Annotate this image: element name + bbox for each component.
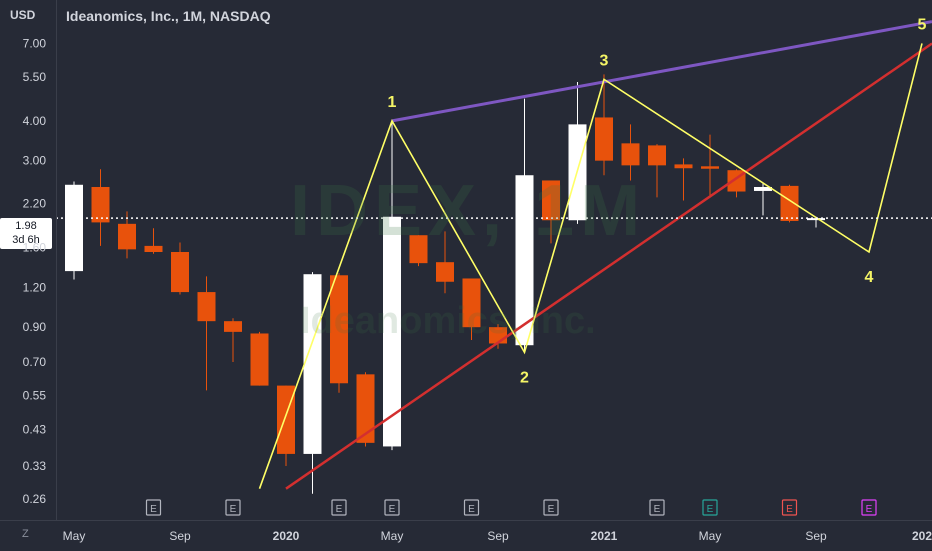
candle <box>91 169 110 246</box>
candle <box>648 144 666 198</box>
candle <box>224 318 242 362</box>
earnings-marker: E <box>331 499 347 516</box>
earnings-marker: E <box>781 499 798 516</box>
candle-body <box>118 223 136 250</box>
lower-channel-line <box>285 42 932 490</box>
price-axis[interactable] <box>0 0 57 520</box>
last-price-tag: 1.98 3d 6h <box>0 218 52 249</box>
candle-body <box>197 292 216 322</box>
candle-body <box>91 186 110 223</box>
wave-label-2: 2 <box>520 369 529 386</box>
candle-body <box>674 164 693 169</box>
candle-body <box>250 333 269 386</box>
elliott-wave-line <box>258 43 923 489</box>
wave-label-3: 3 <box>600 52 609 69</box>
symbol-watermark: IDEX, 1M <box>290 171 647 251</box>
time-axis[interactable] <box>0 520 932 551</box>
candle <box>171 242 189 295</box>
earnings-marker-label: E <box>707 504 714 515</box>
candle <box>674 158 693 201</box>
earnings-marker-box <box>225 499 241 516</box>
candle <box>754 183 772 216</box>
candle <box>701 134 719 198</box>
bar-countdown: 3d 6h <box>12 234 40 246</box>
earnings-marker-label: E <box>866 504 873 515</box>
candle <box>250 331 269 386</box>
candle-body <box>409 235 428 264</box>
candle-body <box>780 185 799 221</box>
candle-body <box>701 166 719 169</box>
earnings-marker: E <box>463 499 480 516</box>
chart-title: Ideanomics, Inc., 1M, NASDAQ <box>66 8 271 24</box>
earnings-marker-label: E <box>389 504 396 515</box>
candle-body <box>595 117 613 161</box>
candle <box>144 228 163 254</box>
candle <box>65 181 83 280</box>
candle-body <box>383 216 401 447</box>
earnings-marker-box <box>702 499 718 516</box>
earnings-marker-label: E <box>786 504 793 515</box>
earnings-marker-box <box>781 499 798 516</box>
candle-body <box>356 374 375 443</box>
earnings-marker: E <box>145 499 162 516</box>
candle-body <box>144 245 163 252</box>
earnings-marker: E <box>702 499 718 516</box>
candle <box>197 276 216 391</box>
candle <box>621 124 640 181</box>
candle <box>515 98 534 353</box>
earnings-marker-box <box>463 499 480 516</box>
company-watermark: Ideanomics, Inc. <box>300 300 596 342</box>
candle-body <box>621 143 640 166</box>
earnings-marker-box <box>649 499 665 516</box>
earnings-marker: E <box>225 499 241 516</box>
candle-body <box>224 321 242 332</box>
earnings-marker-box <box>331 499 347 516</box>
candle-body <box>754 186 772 191</box>
candle-body <box>542 180 560 221</box>
candle-body <box>462 278 481 328</box>
timezone-button[interactable]: Z <box>22 528 29 540</box>
candle <box>542 180 560 244</box>
earnings-marker-label: E <box>336 504 343 515</box>
candle-body <box>303 274 322 454</box>
earnings-marker: E <box>384 499 400 516</box>
earnings-marker: E <box>543 499 559 516</box>
candle-body <box>515 175 534 346</box>
wave-label-5: 5 <box>918 16 927 33</box>
candle-body <box>330 275 348 384</box>
wave-label-4: 4 <box>865 269 874 286</box>
candle <box>409 235 428 267</box>
candle <box>118 211 136 259</box>
wave-label-1: 1 <box>388 94 397 111</box>
earnings-marker-box <box>145 499 162 516</box>
candle-body <box>436 262 454 282</box>
earnings-marker-box <box>543 499 559 516</box>
candle-body <box>171 251 189 293</box>
earnings-marker-label: E <box>230 504 237 515</box>
earnings-marker-box <box>861 499 877 516</box>
candle <box>595 74 613 176</box>
candle-body <box>65 184 83 272</box>
candle <box>462 278 481 341</box>
earnings-marker-label: E <box>468 504 475 515</box>
earnings-marker-label: E <box>150 504 157 515</box>
currency-label[interactable]: USD <box>10 8 36 22</box>
candle <box>303 272 322 494</box>
earnings-marker-box <box>384 499 400 516</box>
earnings-marker-label: E <box>654 504 661 515</box>
candle <box>780 184 799 223</box>
last-price-value: 1.98 <box>15 220 37 232</box>
candle <box>383 121 401 451</box>
candle-body <box>807 218 825 221</box>
candle-body <box>648 145 666 166</box>
earnings-marker-label: E <box>548 504 555 515</box>
candle <box>330 273 348 393</box>
earnings-marker: E <box>861 499 877 516</box>
candle <box>436 231 454 294</box>
upper-channel-line <box>391 20 932 123</box>
earnings-marker: E <box>649 499 665 516</box>
